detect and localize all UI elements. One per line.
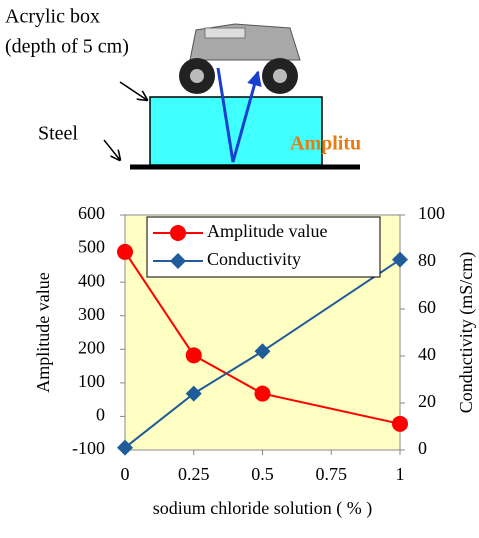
y-tick-label: -100	[72, 438, 105, 458]
x-axis-label: sodium chloride solution ( % )	[153, 498, 372, 519]
legend-marker	[170, 225, 186, 241]
legend-label: Conductivity	[207, 249, 301, 269]
wheel-hub	[273, 69, 287, 83]
diagram: Acrylic box (depth of 5 cm) Steel Amplit…	[5, 6, 361, 170]
y2-tick-label: 20	[418, 391, 436, 411]
point	[117, 439, 133, 456]
point	[254, 385, 271, 402]
legend-label: Amplitude value	[207, 221, 327, 241]
y-axis-label: Amplitude value	[33, 272, 53, 392]
point	[254, 343, 271, 360]
y-tick-label: 400	[78, 270, 105, 290]
y-tick-label: 300	[78, 304, 105, 324]
series-line	[124, 251, 401, 425]
y-tick-label: 500	[78, 237, 105, 257]
wheel-hub	[190, 69, 204, 83]
y-tick-label: 600	[78, 203, 105, 223]
y2-tick-label: 100	[418, 203, 445, 223]
x-tick-label: 0.5	[251, 464, 274, 484]
series-line	[124, 258, 401, 449]
wave-path	[216, 67, 262, 163]
point	[117, 243, 133, 260]
x-tick-label: 0.25	[178, 464, 210, 484]
arrow	[119, 81, 147, 100]
device-handle	[204, 27, 246, 39]
x-tick-label: 1	[396, 464, 405, 484]
amplitude-label: Amplitu	[290, 133, 361, 155]
y2-tick-label: 80	[418, 250, 436, 270]
y-tick-label: 100	[78, 371, 105, 391]
point	[392, 415, 408, 432]
y2-axis-label: Conductivity (mS/cm)	[456, 252, 477, 414]
y2-tick-label: 60	[418, 297, 436, 317]
legend-marker	[170, 253, 186, 269]
y-tick-label: 0	[96, 405, 105, 425]
arrow	[103, 139, 120, 160]
y2-tick-label: 0	[418, 438, 427, 458]
y-tick-label: 200	[78, 337, 105, 357]
x-tick-label: 0	[121, 464, 130, 484]
x-tick-label: 0.75	[316, 464, 348, 484]
acrylic-depth: (depth of 5 cm)	[5, 36, 129, 58]
point	[185, 347, 202, 364]
y2-tick-label: 40	[418, 344, 436, 364]
steel-label: Steel	[38, 123, 78, 145]
point	[392, 251, 408, 268]
chart: -100 0 100 200 300 400 500 600 0 20 40 60 80 100 0 0.25…	[33, 203, 477, 519]
acrylic-label: Acrylic box	[5, 6, 100, 28]
point	[185, 385, 202, 402]
legend-box	[146, 216, 381, 278]
